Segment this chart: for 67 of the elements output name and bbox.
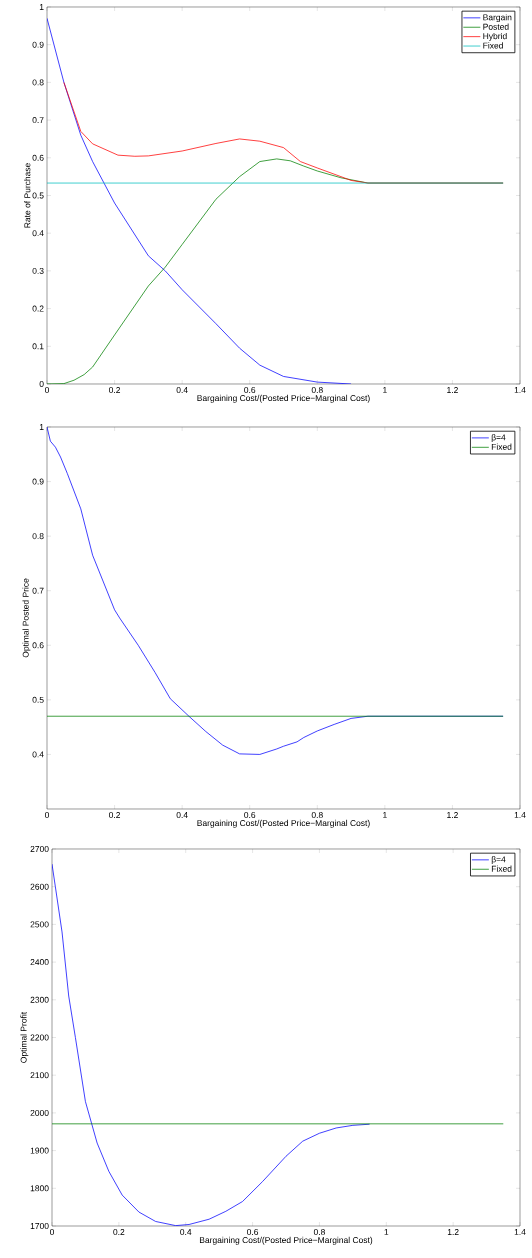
y-tick-label: 0.4 (32, 751, 44, 758)
legend-label: Hybrid (483, 32, 507, 41)
legend-label: Bargain (483, 14, 512, 23)
y-tick-label: 0.6 (32, 154, 44, 161)
y-tick-label: 0.5 (32, 696, 44, 703)
x-tick-label: 0.6 (244, 387, 256, 393)
y-tick-label: 0.3 (32, 267, 44, 274)
x-axis-title: Bargaining Cost/(Posted Price−Marginal Cost) (197, 394, 370, 403)
x-tick-label: 1.4 (514, 387, 526, 393)
y-tick-label: 0.8 (32, 533, 44, 540)
legend-label: β=4 (491, 434, 506, 443)
y-tick-label: 1800 (30, 1185, 49, 1192)
y-tick-label: 2600 (30, 883, 49, 890)
y-axis-title: Optimal Profit (20, 1011, 29, 1063)
y-tick-label: 0.9 (32, 478, 44, 485)
x-tick-label: 0.6 (244, 812, 256, 819)
y-tick-label: 2200 (30, 1034, 49, 1041)
x-tick-label: 0.6 (247, 1229, 259, 1236)
legend-label: β=4 (491, 856, 506, 865)
x-tick-label: 0.2 (109, 387, 121, 393)
x-tick-label: 0.8 (313, 1229, 325, 1236)
x-tick-label: 0.4 (180, 1229, 192, 1236)
y-tick-label: 1700 (30, 1223, 49, 1229)
x-tick-label: 0.4 (176, 387, 188, 393)
legend-label: Fixed (483, 42, 503, 49)
y-tick-label: 2500 (30, 921, 49, 928)
x-tick-label: 1 (384, 1229, 389, 1235)
y-tick-label: 1 (39, 424, 44, 430)
x-tick-label: 0.8 (311, 387, 323, 393)
y-tick-label: 0.1 (32, 343, 44, 350)
y-tick-label: 0.6 (32, 642, 44, 649)
x-tick-label: 0.2 (109, 812, 121, 819)
y-tick-label: 0.8 (32, 79, 44, 86)
y-tick-label: 0.5 (32, 192, 44, 199)
legend-label: Fixed (491, 443, 512, 450)
x-tick-label: 1 (383, 812, 387, 818)
line-series (47, 17, 352, 384)
legend-label: Fixed (491, 865, 512, 872)
y-tick-label: 1900 (30, 1147, 49, 1154)
y-tick-label: 2400 (30, 959, 49, 966)
x-tick-label: 1.2 (447, 387, 458, 393)
y-tick-label: 0.7 (32, 587, 44, 594)
y-tick-label: 2100 (30, 1072, 49, 1079)
x-tick-label: 0.8 (311, 812, 323, 819)
y-axis-title: Optimal Posted Price (22, 578, 31, 658)
y-tick-label: 2700 (30, 846, 49, 852)
legend-label: Posted (483, 23, 509, 30)
x-tick-label: 1.2 (447, 812, 458, 818)
y-tick-label: 2300 (30, 996, 49, 1003)
y-tick-label: 0.9 (32, 41, 44, 48)
x-tick-label: 0.4 (176, 812, 188, 819)
x-tick-label: 1 (383, 387, 387, 393)
x-tick-label: 1.2 (447, 1229, 459, 1235)
x-axis-title: Bargaining Cost/(Posted Price−Marginal Cost) (197, 819, 370, 828)
x-tick-label: 1.4 (514, 812, 526, 818)
y-axis-title: Rate of Purchase (24, 163, 31, 228)
line-series (52, 863, 370, 1226)
x-tick-label: 1.4 (514, 1229, 526, 1235)
x-tick-label: 0 (49, 1229, 55, 1236)
y-tick-label: 0.4 (32, 230, 44, 237)
y-tick-label: 0 (39, 381, 44, 387)
y-tick-label: 0.2 (32, 305, 44, 312)
x-axis-title: Bargaining Cost/(Posted Price−Marginal Cost) (199, 1236, 373, 1245)
y-tick-label: 0.7 (32, 117, 44, 124)
x-tick-label: 0.2 (113, 1229, 125, 1236)
y-tick-label: 1 (39, 4, 44, 10)
y-tick-label: 2000 (30, 1109, 49, 1116)
